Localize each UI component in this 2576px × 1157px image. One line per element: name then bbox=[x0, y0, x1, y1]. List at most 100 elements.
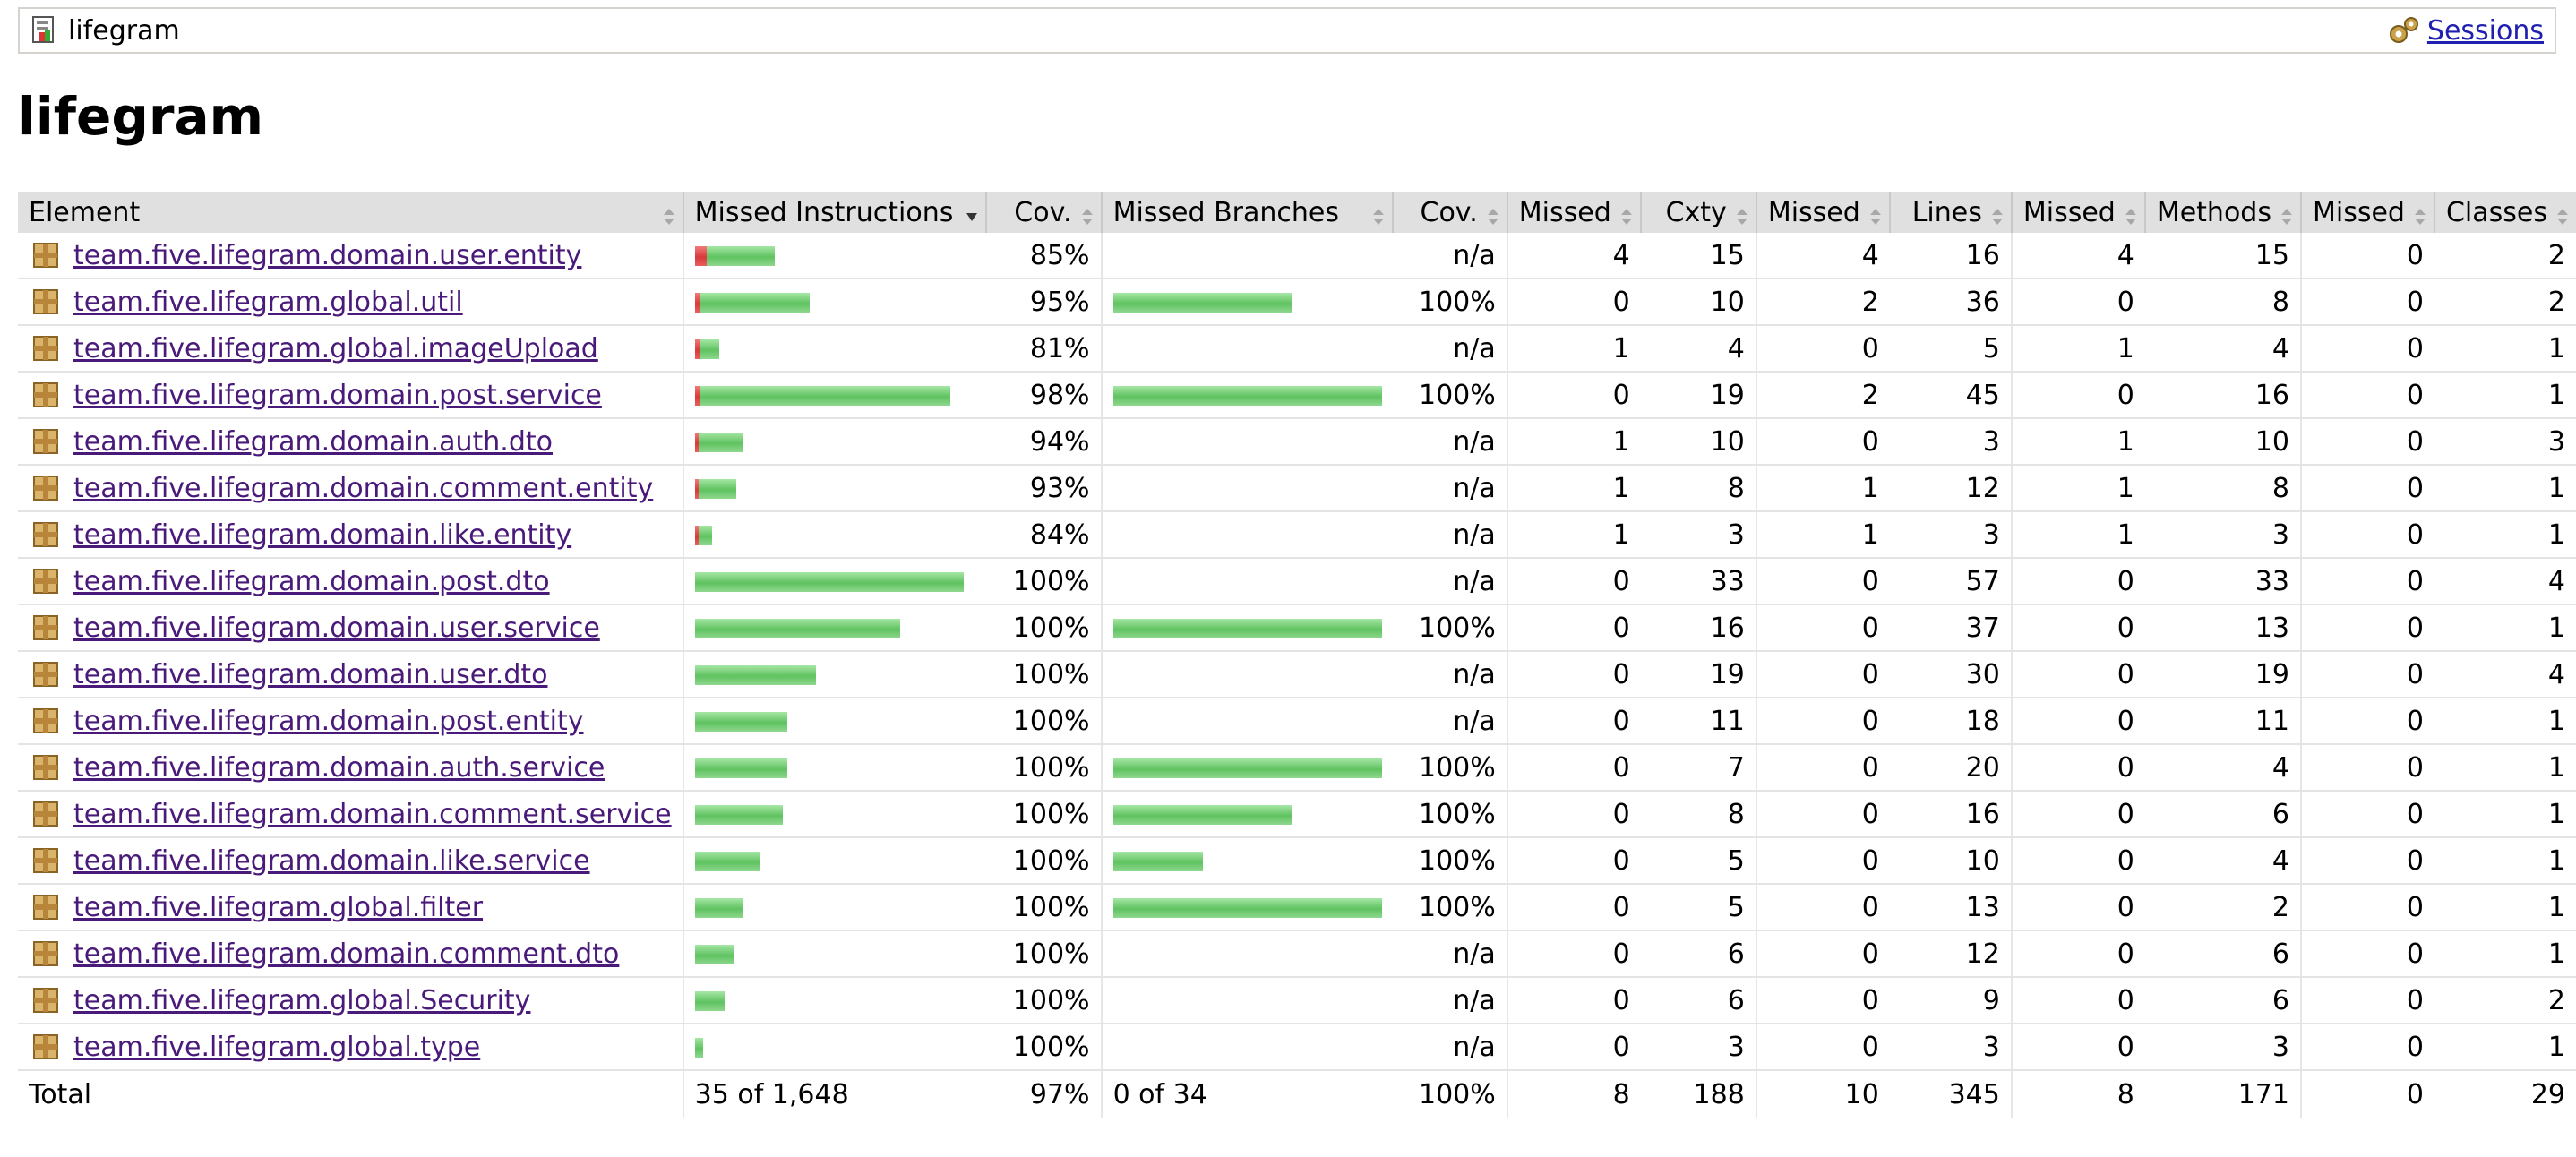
instruction-coverage-bar bbox=[694, 572, 964, 592]
package-link[interactable]: team.five.lifegram.domain.user.dto bbox=[73, 658, 548, 690]
missed-branches-cell bbox=[1100, 418, 1393, 466]
instruction-coverage-bar bbox=[694, 293, 810, 313]
bar-covered bbox=[694, 945, 734, 964]
package-icon bbox=[32, 381, 59, 408]
classes: 1 bbox=[2434, 930, 2576, 978]
missed-complexity: 1 bbox=[1506, 511, 1641, 559]
package-link[interactable]: team.five.lifegram.domain.comment.servic… bbox=[73, 798, 672, 830]
classes: 1 bbox=[2434, 837, 2576, 885]
total-lines: 345 bbox=[1948, 1078, 2000, 1110]
missed-complexity: 4 bbox=[1506, 233, 1641, 279]
package-link[interactable]: team.five.lifegram.global.util bbox=[73, 286, 463, 318]
branch-coverage: 100% bbox=[1392, 884, 1507, 931]
missed-branches-cell bbox=[1100, 977, 1393, 1024]
header-missed-complexity[interactable]: Missed bbox=[1506, 192, 1641, 233]
element-cell: team.five.lifegram.domain.like.service bbox=[18, 837, 683, 885]
lines: 37 bbox=[1889, 604, 2012, 652]
complexity: 6 bbox=[1640, 930, 1756, 978]
header-label: Missed bbox=[1518, 196, 1611, 228]
methods: 4 bbox=[2144, 744, 2301, 792]
header-instruction-coverage[interactable]: Cov. bbox=[985, 192, 1102, 233]
header-methods[interactable]: Methods bbox=[2143, 192, 2301, 233]
bar-covered bbox=[1112, 758, 1382, 778]
element-cell: team.five.lifegram.domain.comment.dto bbox=[18, 930, 683, 978]
branch-coverage-bar bbox=[1112, 852, 1203, 871]
package-icon bbox=[32, 614, 59, 641]
missed-instructions-cell bbox=[682, 418, 987, 466]
header-missed-lines[interactable]: Missed bbox=[1755, 192, 1890, 233]
element-cell: team.five.lifegram.domain.user.service bbox=[18, 604, 683, 652]
total-branch-coverage: 100% bbox=[1418, 1078, 1496, 1110]
package-link[interactable]: team.five.lifegram.domain.user.service bbox=[73, 612, 600, 644]
missed-branches-cell bbox=[1100, 930, 1393, 978]
lines: 9 bbox=[1889, 977, 2012, 1024]
header-missed-classes[interactable]: Missed bbox=[2299, 192, 2434, 233]
instruction-coverage-bar bbox=[694, 712, 787, 732]
package-icon bbox=[32, 1033, 59, 1060]
header-label: Classes bbox=[2445, 196, 2547, 228]
package-link[interactable]: team.five.lifegram.domain.auth.dto bbox=[73, 425, 553, 458]
package-link[interactable]: team.five.lifegram.global.type bbox=[73, 1031, 481, 1063]
bar-missed bbox=[694, 339, 700, 359]
missed-methods: 0 bbox=[2010, 977, 2145, 1024]
package-link[interactable]: team.five.lifegram.domain.like.entity bbox=[73, 519, 572, 551]
instruction-coverage-bar bbox=[694, 1038, 703, 1058]
package-link[interactable]: team.five.lifegram.domain.comment.entity bbox=[73, 472, 654, 504]
header-missed-instructions[interactable]: Missed Instructions bbox=[682, 192, 987, 233]
package-link[interactable]: team.five.lifegram.global.filter bbox=[73, 891, 484, 923]
header-row: Element Missed Instructions Cov. Missed … bbox=[18, 192, 2576, 233]
branch-coverage-bar bbox=[1112, 619, 1382, 638]
header-element[interactable]: Element bbox=[18, 192, 683, 233]
header-lines[interactable]: Lines bbox=[1888, 192, 2012, 233]
bar-covered bbox=[1112, 898, 1382, 918]
header-classes[interactable]: Classes bbox=[2433, 192, 2576, 233]
missed-classes: 0 bbox=[2299, 837, 2434, 885]
table-row: team.five.lifegram.domain.post.service 98… bbox=[18, 372, 2576, 419]
package-link[interactable]: team.five.lifegram.global.Security bbox=[73, 984, 531, 1016]
sort-icon bbox=[2414, 202, 2426, 225]
methods: 3 bbox=[2144, 1024, 2301, 1071]
header-branch-coverage[interactable]: Cov. bbox=[1391, 192, 1507, 233]
total-methods: 171 bbox=[2237, 1078, 2289, 1110]
missed-lines: 2 bbox=[1755, 279, 1890, 326]
missed-complexity: 0 bbox=[1506, 744, 1641, 792]
package-icon bbox=[32, 801, 59, 827]
lines: 30 bbox=[1889, 651, 2012, 698]
instruction-coverage: 100% bbox=[986, 558, 1102, 605]
bar-covered bbox=[700, 293, 810, 313]
package-link[interactable]: team.five.lifegram.domain.user.entity bbox=[73, 239, 582, 271]
lines: 36 bbox=[1889, 279, 2012, 326]
missed-complexity: 0 bbox=[1506, 372, 1641, 419]
breadcrumb-report: lifegram bbox=[30, 9, 180, 52]
instruction-coverage-bar bbox=[694, 246, 775, 266]
missed-instructions-cell bbox=[682, 604, 987, 652]
methods: 2 bbox=[2144, 884, 2301, 931]
package-link[interactable]: team.five.lifegram.domain.post.entity bbox=[73, 705, 584, 737]
package-link[interactable]: team.five.lifegram.global.imageUpload bbox=[73, 332, 598, 364]
header-missed-methods[interactable]: Missed bbox=[2010, 192, 2145, 233]
table-row: team.five.lifegram.domain.auth.dto 94% n/a… bbox=[18, 418, 2576, 466]
methods: 6 bbox=[2144, 791, 2301, 838]
missed-methods: 0 bbox=[2010, 837, 2145, 885]
missed-methods: 0 bbox=[2010, 698, 2145, 745]
missed-classes: 0 bbox=[2299, 325, 2434, 373]
lines: 3 bbox=[1889, 1024, 2012, 1071]
header-complexity[interactable]: Cxty bbox=[1639, 192, 1756, 233]
missed-instructions-cell bbox=[682, 884, 987, 931]
package-link[interactable]: team.five.lifegram.domain.post.dto bbox=[73, 565, 550, 597]
header-missed-branches[interactable]: Missed Branches bbox=[1100, 192, 1393, 233]
package-link[interactable]: team.five.lifegram.domain.auth.service bbox=[73, 751, 605, 784]
instruction-coverage-bar bbox=[694, 526, 712, 545]
sort-icon bbox=[1620, 202, 1633, 225]
package-link[interactable]: team.five.lifegram.domain.comment.dto bbox=[73, 938, 620, 970]
missed-lines: 0 bbox=[1755, 791, 1890, 838]
package-link[interactable]: team.five.lifegram.domain.post.service bbox=[73, 379, 602, 411]
missed-instructions-cell bbox=[682, 791, 987, 838]
complexity: 5 bbox=[1640, 837, 1756, 885]
total-missed-classes: 0 bbox=[2299, 1070, 2434, 1118]
sort-icon bbox=[1372, 202, 1385, 225]
missed-lines: 0 bbox=[1755, 418, 1890, 466]
package-link[interactable]: team.five.lifegram.domain.like.service bbox=[73, 844, 590, 877]
sessions-link[interactable]: Sessions bbox=[2426, 14, 2544, 47]
instruction-coverage: 100% bbox=[986, 837, 1102, 885]
